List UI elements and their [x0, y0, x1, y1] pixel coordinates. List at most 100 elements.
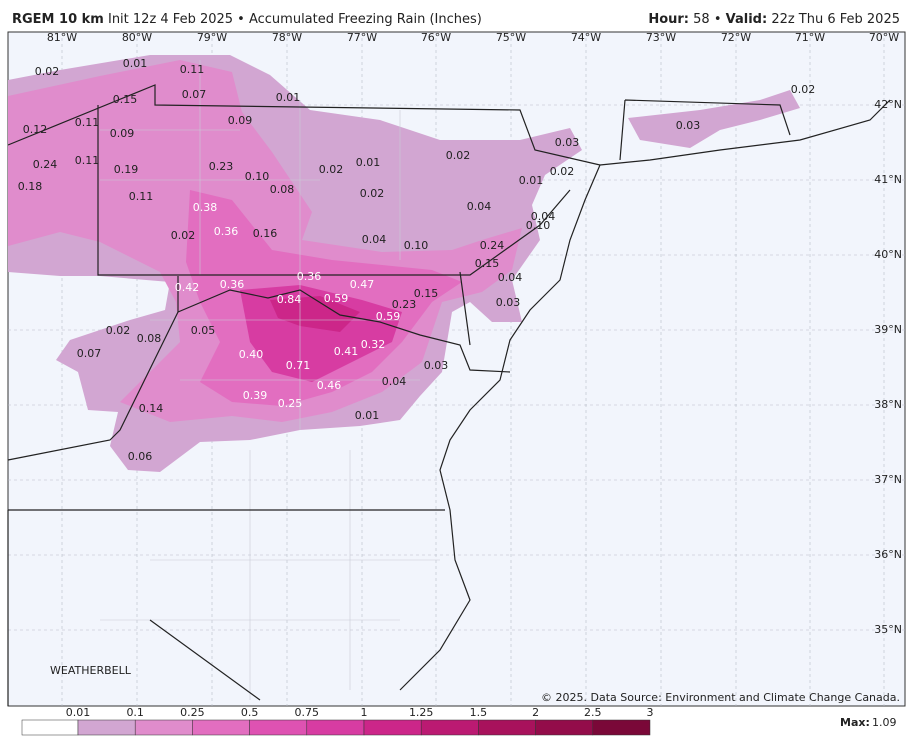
watermark: WEATHERBELL — [50, 664, 132, 677]
value-label: 0.02 — [550, 165, 575, 178]
description: Init 12z 4 Feb 2025 • Accumulated Freezi… — [108, 12, 482, 27]
colorbar-tick-label: 0.25 — [180, 706, 205, 719]
colorbar-tick-label: 0.1 — [126, 706, 144, 719]
value-label: 0.36 — [214, 225, 239, 238]
state-lines — [7, 84, 791, 706]
value-label: 0.10 — [245, 170, 270, 183]
county-lines — [100, 60, 440, 700]
latitude-label: 37°N — [874, 473, 902, 486]
value-label: 0.03 — [555, 136, 580, 149]
value-label: 0.04 — [382, 375, 407, 388]
value-label: 0.11 — [75, 116, 100, 129]
value-label: 0.02 — [791, 83, 816, 96]
value-label: 0.01 — [355, 409, 380, 422]
longitude-label: 78°W — [272, 31, 302, 44]
colorbar-tick-label: 1 — [361, 706, 368, 719]
longitude-label: 81°W — [47, 31, 77, 44]
colorbar: 0.01 0.1 0.25 0.5 0.75 1 1.25 1.5 2 2.5 3 — [21, 706, 654, 736]
value-label: 0.38 — [193, 201, 218, 214]
value-label: 0.42 — [175, 281, 200, 294]
latitude-label: 41°N — [874, 173, 902, 186]
colorbar-swatch — [363, 719, 422, 736]
value-label: 0.07 — [77, 347, 102, 360]
value-label: 0.02 — [171, 229, 196, 242]
colorbar-tick-label: 0.5 — [241, 706, 259, 719]
latitude-labels: 42°N 41°N 40°N 39°N 38°N 37°N 36°N 35°N — [874, 98, 902, 636]
value-label: 0.40 — [239, 348, 264, 361]
longitude-label: 71°W — [795, 31, 825, 44]
max-label: Max: — [840, 716, 870, 729]
value-label: 0.04 — [498, 271, 523, 284]
value-label: 0.04 — [531, 210, 556, 223]
value-label: 0.10 — [404, 239, 429, 252]
precip-heaviest — [270, 296, 360, 332]
latitude-label: 39°N — [874, 323, 902, 336]
value-label: 0.59 — [324, 292, 349, 305]
value-label: 0.10 — [526, 219, 551, 232]
map: 81°W 80°W 79°W 78°W 77°W 76°W 75°W 74°W 73°W 72°W… — [7, 31, 906, 707]
colorbar-swatch — [592, 719, 651, 736]
value-label: 0.11 — [75, 154, 100, 167]
value-label: 0.25 — [278, 397, 303, 410]
value-label: 0.39 — [243, 389, 268, 402]
hour-label: Hour: — [648, 12, 689, 27]
value-label: 0.07 — [182, 88, 207, 101]
colorbar-swatch — [192, 719, 250, 736]
longitude-labels: 81°W 80°W 79°W 78°W 77°W 76°W 75°W 74°W 73°W 72°W… — [47, 31, 899, 44]
value-label: 0.11 — [129, 190, 154, 203]
longitude-label: 73°W — [646, 31, 676, 44]
value-label: 0.02 — [35, 65, 60, 78]
value-label: 0.03 — [676, 119, 701, 132]
latitude-label: 42°N — [874, 98, 902, 111]
value-label: 0.36 — [297, 270, 322, 283]
value-label: 0.18 — [18, 180, 43, 193]
value-label: 0.01 — [276, 91, 301, 104]
value-label: 0.14 — [139, 402, 164, 415]
value-label: 0.02 — [360, 187, 385, 200]
value-label: 0.02 — [319, 163, 344, 176]
value-label: 0.16 — [253, 227, 278, 240]
max-value: 1.09 — [872, 716, 897, 729]
value-label: 0.02 — [106, 324, 131, 337]
value-label: 0.08 — [270, 183, 295, 196]
value-label: 0.01 — [123, 57, 148, 70]
colorbar-swatch — [420, 719, 479, 736]
colorbar-tick-label: 2.5 — [584, 706, 602, 719]
value-label: 0.09 — [228, 114, 253, 127]
value-label: 0.59 — [376, 310, 401, 323]
value-label: 0.36 — [220, 278, 245, 291]
value-label: 0.32 — [361, 338, 386, 351]
longitude-label: 79°W — [197, 31, 227, 44]
longitude-label: 77°W — [347, 31, 377, 44]
latitude-label: 40°N — [874, 248, 902, 261]
header-right: Hour: 58 • Valid: 22z Thu 6 Feb 2025 — [648, 12, 900, 27]
latitude-label: 36°N — [874, 548, 902, 561]
value-label: 0.05 — [191, 324, 216, 337]
colorbar-tick-label: 3 — [647, 706, 654, 719]
value-label: 0.03 — [496, 296, 521, 309]
value-label: 0.03 — [424, 359, 449, 372]
value-label: 0.41 — [334, 345, 359, 358]
colorbar-tick-label: 1.25 — [409, 706, 434, 719]
value-label: 0.84 — [277, 293, 302, 306]
colorbar-swatch — [134, 719, 193, 736]
valid-label: Valid: — [726, 12, 768, 27]
value-label: 0.02 — [446, 149, 471, 162]
value-label: 0.04 — [467, 200, 492, 213]
value-label: 0.06 — [128, 450, 153, 463]
value-label: 0.47 — [350, 278, 375, 291]
value-labels: 0.02 0.01 0.11 0.15 0.07 0.01 0.12 0.11 0.09 0.09… — [18, 57, 816, 463]
credit: © 2025. Data Source: Environment and Cli… — [541, 691, 900, 704]
longitude-label: 76°W — [421, 31, 451, 44]
longitude-label: 80°W — [122, 31, 152, 44]
colorbar-tick-label: 2 — [532, 706, 539, 719]
value-label: 0.09 — [110, 127, 135, 140]
value-label: 0.15 — [113, 93, 138, 106]
value-label: 0.01 — [519, 174, 544, 187]
latitude-label: 38°N — [874, 398, 902, 411]
value-label: 0.23 — [209, 160, 234, 173]
longitude-label: 72°W — [721, 31, 751, 44]
colorbar-tick-label: 0.75 — [295, 706, 320, 719]
colorbar-tick-label: 0.01 — [66, 706, 91, 719]
